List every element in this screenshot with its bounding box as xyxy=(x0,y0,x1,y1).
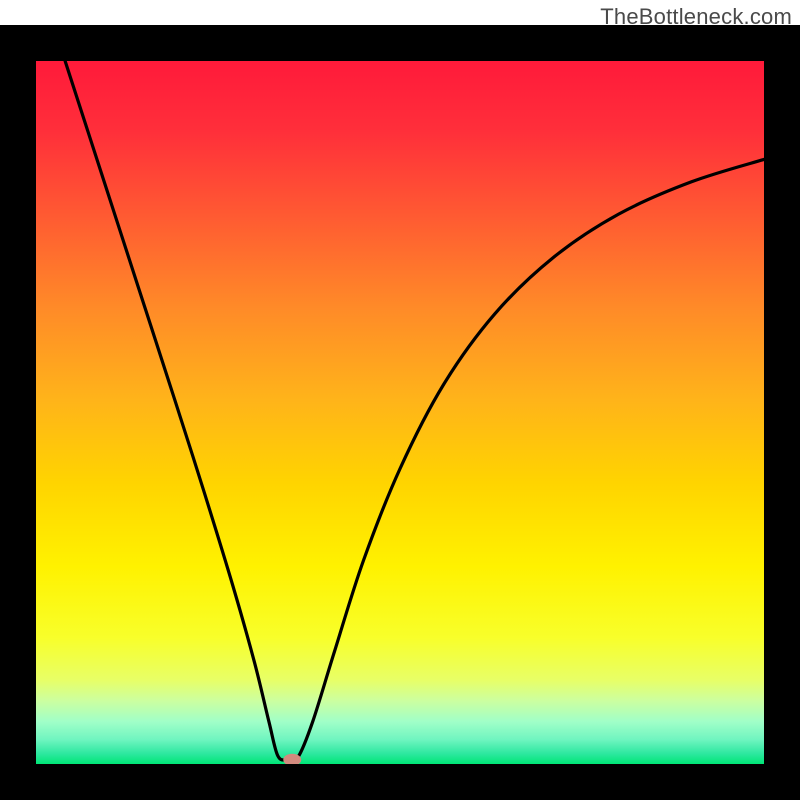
plot-area xyxy=(36,61,764,764)
optimal-point-marker xyxy=(283,754,301,766)
chart-svg xyxy=(0,0,800,800)
attribution-text: TheBottleneck.com xyxy=(600,4,792,30)
page-root: TheBottleneck.com xyxy=(0,0,800,800)
